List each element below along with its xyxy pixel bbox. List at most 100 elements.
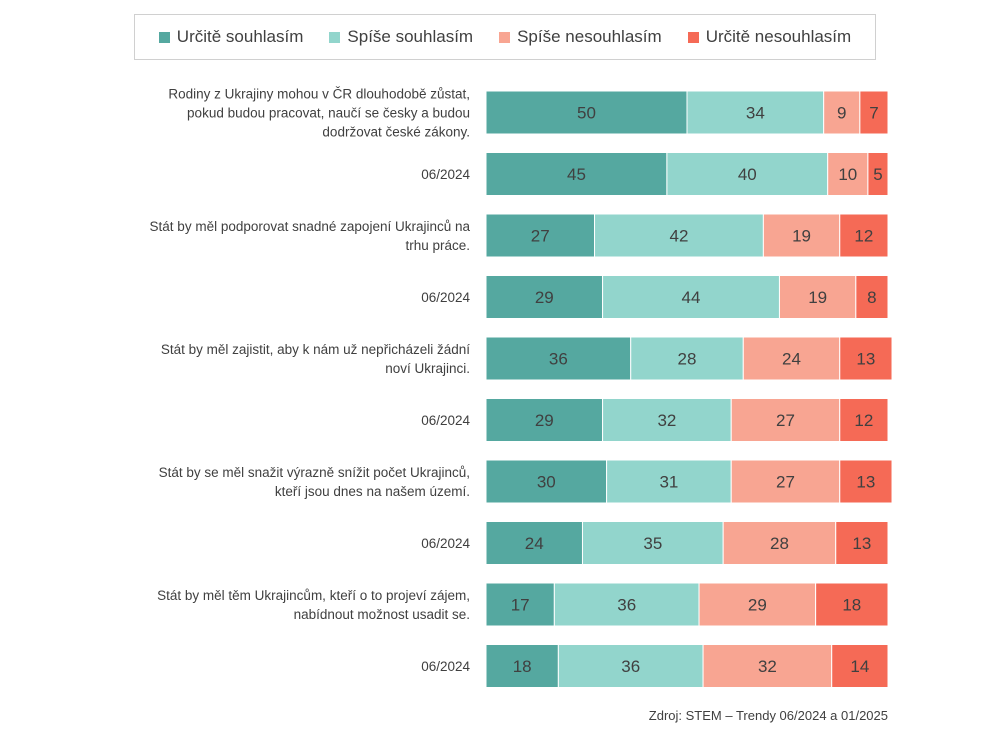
category-label-line: Stát by se měl snažit výrazně snížit poč… [159, 465, 470, 480]
bar-segment [557, 644, 704, 688]
category-label-line: dodržovat české zákony. [322, 125, 470, 140]
data-label: 44 [682, 288, 701, 307]
data-label: 12 [854, 227, 873, 246]
legend-item: Určitě nesouhlasím [687, 27, 852, 47]
legend-label: Spíše souhlasím [347, 27, 474, 46]
category-label-line: noví Ukrajinci. [385, 361, 470, 376]
bar-segment [485, 582, 555, 627]
legend-label: Určitě souhlasím [176, 27, 304, 46]
bar-segment [722, 521, 837, 565]
data-label: 10 [838, 165, 857, 184]
category-label: 06/2024 [421, 290, 470, 305]
category-label: Stát by měl podporovat snadné zapojení U… [150, 219, 471, 253]
legend-swatch [329, 31, 341, 43]
data-label: 24 [525, 534, 544, 553]
category-label-line: 06/2024 [421, 167, 470, 182]
data-label: 36 [549, 350, 568, 369]
data-label: 50 [577, 104, 596, 123]
bar-segment [762, 213, 841, 258]
category-label-line: Stát by měl těm Ukrajincům, kteří o to p… [157, 588, 470, 603]
bar-segment [698, 582, 817, 627]
legend-item: Určitě souhlasím [158, 27, 304, 47]
category-label-line: trhu práce. [405, 238, 470, 253]
legend: Určitě souhlasím Spíše souhlasím Spíše nes… [134, 14, 876, 60]
bar-segment [835, 521, 889, 565]
category-label-line: 06/2024 [421, 290, 470, 305]
data-label: 42 [669, 227, 688, 246]
data-label: 7 [869, 104, 878, 123]
bar-segment [839, 398, 889, 442]
data-label: 13 [856, 473, 875, 492]
bar-segment [666, 152, 829, 196]
bar-segment [742, 336, 841, 381]
data-label: 8 [867, 288, 876, 307]
data-label: 12 [854, 411, 873, 430]
category-label-line: 06/2024 [421, 536, 470, 551]
bar-segment [630, 336, 744, 381]
category-label-line: Rodiny z Ukrajiny mohou v ČR dlouhodobě … [168, 87, 470, 102]
bar-segment [485, 644, 559, 688]
category-label-line: Stát by měl zajistit, aby k nám už nepři… [161, 342, 470, 357]
bar-segment [815, 582, 889, 627]
data-label: 29 [535, 288, 554, 307]
legend-label: Určitě nesouhlasím [705, 27, 852, 46]
category-label-line: nabídnout možnost usadit se. [294, 607, 470, 622]
bar-segment [839, 213, 889, 258]
bar-segment [485, 213, 596, 258]
data-label: 27 [776, 411, 795, 430]
bar-segment [855, 275, 889, 319]
data-label: 27 [776, 473, 795, 492]
data-label: 17 [511, 596, 530, 615]
data-label: 28 [770, 534, 789, 553]
category-label: 06/2024 [421, 167, 470, 182]
data-label: 32 [657, 411, 676, 430]
bar-segment [581, 521, 724, 565]
data-label: 29 [535, 411, 554, 430]
bar-segment [485, 275, 604, 319]
category-label: Stát by měl těm Ukrajincům, kteří o to p… [157, 588, 470, 622]
data-label: 18 [513, 657, 532, 676]
bar-segment [778, 275, 857, 319]
data-label: 45 [567, 165, 586, 184]
data-label: 34 [746, 104, 765, 123]
bar-segment [553, 582, 700, 627]
data-label: 40 [738, 165, 757, 184]
bar-segment [485, 336, 632, 381]
data-label: 29 [748, 596, 767, 615]
data-label: 30 [537, 473, 556, 492]
data-label: 18 [842, 596, 861, 615]
data-label: 31 [659, 473, 678, 492]
data-label: 14 [850, 657, 869, 676]
legend-label: Spíše nesouhlasím [517, 27, 662, 46]
source-note: Zdroj: STEM – Trendy 06/2024 a 01/2025 [648, 708, 888, 723]
category-label-line: 06/2024 [421, 413, 470, 428]
bar-segment [839, 336, 893, 381]
data-label: 19 [792, 227, 811, 246]
category-label: 06/2024 [421, 536, 470, 551]
category-label: Stát by měl zajistit, aby k nám už nepři… [161, 342, 470, 376]
data-label: 27 [531, 227, 550, 246]
legend-item: Spíše nesouhlasím [499, 27, 662, 47]
category-label: 06/2024 [421, 413, 470, 428]
legend-swatch [499, 31, 511, 43]
data-label: 36 [621, 657, 640, 676]
bar-segment [859, 90, 889, 135]
data-label: 9 [837, 104, 846, 123]
bar-segment [730, 398, 841, 442]
data-label: 13 [856, 350, 875, 369]
bar-segment [602, 398, 732, 442]
legend-swatch [158, 31, 170, 43]
bar-segment [730, 459, 841, 504]
category-label: Rodiny z Ukrajiny mohou v ČR dlouhodobě … [168, 87, 470, 140]
category-label: 06/2024 [421, 659, 470, 674]
data-label: 28 [678, 350, 697, 369]
category-label-line: kteří jsou dnes na našem území. [275, 484, 470, 499]
data-label: 32 [758, 657, 777, 676]
bar-segment [485, 459, 608, 504]
data-label: 13 [852, 534, 871, 553]
bar-segment [839, 459, 893, 504]
bar-segment [485, 152, 668, 196]
bar-segment [485, 398, 604, 442]
legend-swatch [687, 31, 699, 43]
